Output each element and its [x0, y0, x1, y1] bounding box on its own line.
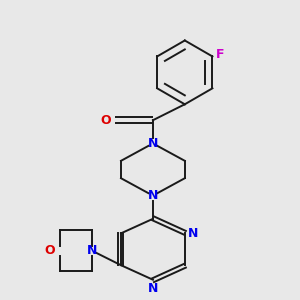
- Text: N: N: [148, 137, 158, 150]
- Text: N: N: [148, 189, 158, 202]
- Text: N: N: [148, 282, 158, 295]
- Text: F: F: [216, 49, 224, 62]
- Text: O: O: [100, 114, 111, 127]
- Text: O: O: [44, 244, 55, 257]
- Text: N: N: [188, 227, 199, 240]
- Text: N: N: [87, 244, 97, 257]
